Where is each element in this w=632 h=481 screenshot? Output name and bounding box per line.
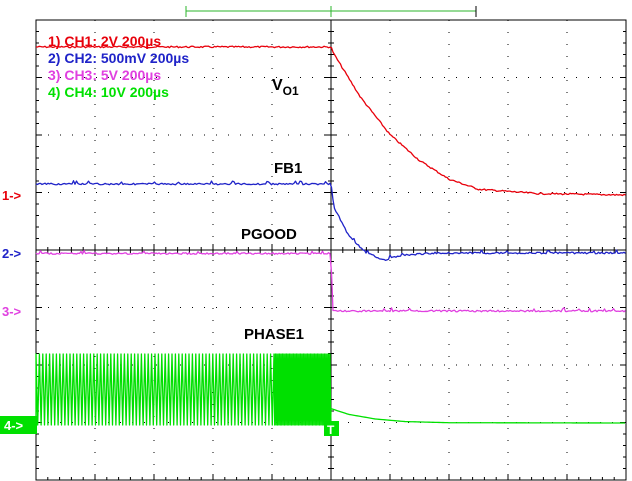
legend-ch1: 1) CH1: 2V 200µs — [48, 33, 161, 49]
marker-ch2: 2-> — [2, 246, 22, 261]
scope-traces — [35, 45, 626, 426]
marker-ch1: 1-> — [2, 188, 22, 203]
label-vo1-main: V — [272, 77, 283, 94]
marker-ch3: 3-> — [2, 304, 22, 319]
trace-fb1 — [35, 180, 626, 261]
trigger-marker: T — [327, 423, 335, 437]
label-vo1: VO1 — [272, 77, 299, 98]
trace-vo1 — [35, 45, 626, 197]
scope-labels: 1) CH1: 2V 200µs 2) CH2: 500mV 200µs 3) … — [0, 33, 339, 437]
trigger-marker-bg — [324, 421, 339, 436]
legend-ch4: 4) CH4: 10V 200µs — [48, 84, 169, 100]
marker-ch4: 4-> — [4, 418, 24, 433]
label-vo1-sub: O1 — [283, 84, 299, 98]
label-pgood: PGOOD — [241, 226, 297, 243]
label-phase1: PHASE1 — [244, 326, 304, 343]
label-fb1: FB1 — [274, 160, 302, 177]
trace-phase1 — [35, 353, 626, 426]
legend-ch3: 3) CH3: 5V 200µs — [48, 67, 161, 83]
trace-pgood — [35, 249, 626, 313]
marker-ch4-bg — [0, 416, 37, 434]
legend-ch2: 2) CH2: 500mV 200µs — [48, 50, 189, 66]
